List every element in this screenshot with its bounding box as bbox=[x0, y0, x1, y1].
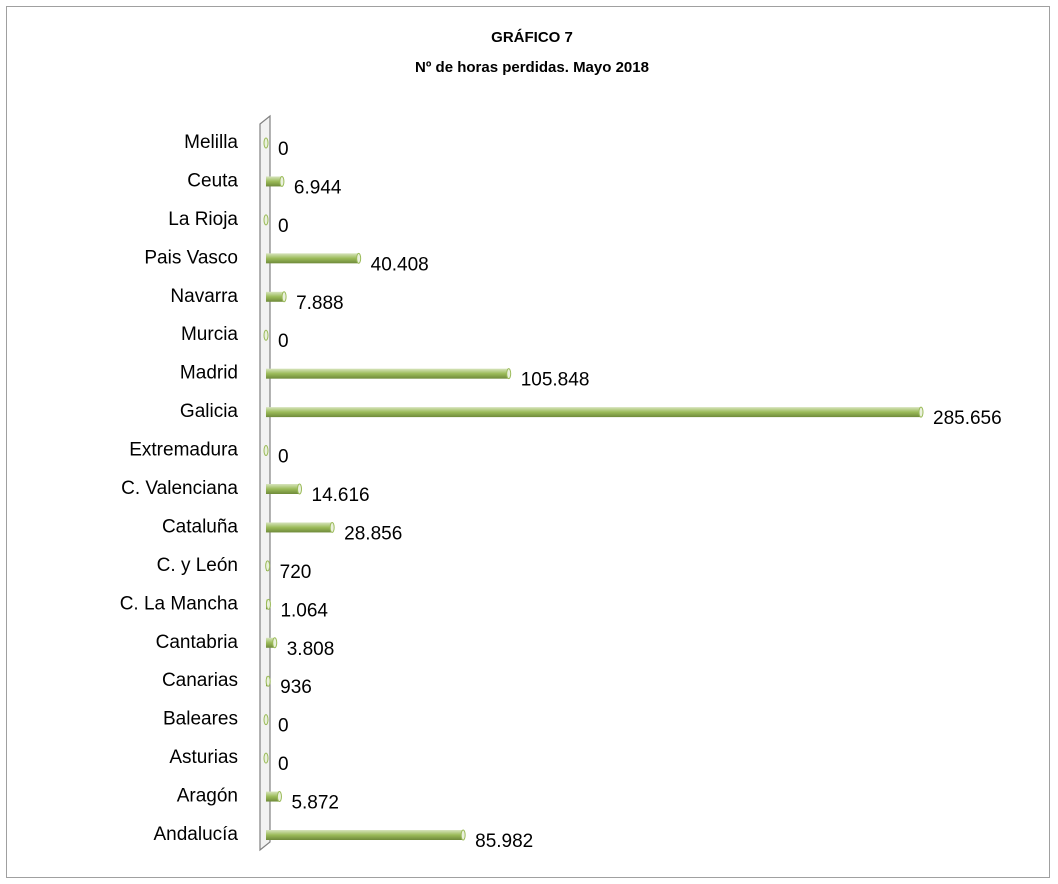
y-tick-label: Cantabria bbox=[156, 632, 239, 653]
bar bbox=[266, 368, 509, 379]
value-label: 0 bbox=[278, 716, 289, 737]
value-label: 40.408 bbox=[371, 254, 429, 275]
value-label: 1.064 bbox=[280, 600, 328, 621]
value-label: 0 bbox=[278, 331, 289, 352]
bar-cap bbox=[918, 406, 924, 418]
chart-subtitle: Nº de horas perdidas. Mayo 2018 bbox=[415, 59, 649, 76]
value-label: 936 bbox=[280, 677, 312, 698]
bar-cap bbox=[356, 252, 362, 264]
bar-cap bbox=[263, 752, 269, 764]
y-tick-label: Asturias bbox=[169, 747, 238, 768]
bar bbox=[266, 637, 275, 648]
y-tick-label: Ceuta bbox=[187, 170, 238, 191]
y-tick-label: Galicia bbox=[180, 401, 239, 422]
y-tick-label: Aragón bbox=[177, 786, 238, 807]
y-tick-label: Extremadura bbox=[129, 440, 238, 461]
bar bbox=[266, 484, 300, 494]
bar-cap bbox=[263, 214, 269, 226]
bar-cap bbox=[265, 675, 271, 687]
y-tick-label: Navarra bbox=[170, 286, 238, 307]
y-tick-label: Canarias bbox=[162, 670, 238, 691]
chart-frame bbox=[6, 6, 1050, 878]
bar-cap bbox=[460, 829, 466, 841]
bar bbox=[266, 791, 280, 802]
bar-cap bbox=[279, 175, 285, 187]
bar-cap bbox=[265, 560, 271, 572]
y-tick-label: C. Valenciana bbox=[121, 478, 238, 499]
bar bbox=[266, 253, 359, 264]
y-tick-label: Madrid bbox=[180, 363, 238, 384]
value-label: 7.888 bbox=[296, 293, 344, 314]
value-label: 3.808 bbox=[287, 639, 335, 660]
bar-cap bbox=[276, 791, 282, 803]
bar-cap bbox=[263, 445, 269, 457]
bar-cap bbox=[272, 637, 278, 649]
bar bbox=[266, 176, 282, 187]
y-tick-label: Pais Vasco bbox=[144, 247, 238, 268]
value-label: 105.848 bbox=[521, 370, 590, 391]
y-tick-label: C. y León bbox=[157, 555, 238, 576]
bar-cap bbox=[265, 598, 271, 610]
value-label: 28.856 bbox=[344, 523, 402, 544]
value-label: 85.982 bbox=[475, 831, 533, 852]
y-tick-label: Melilla bbox=[184, 132, 238, 153]
y-tick-label: Cataluña bbox=[162, 516, 238, 537]
bar-cap bbox=[263, 329, 269, 341]
value-label: 6.944 bbox=[294, 177, 342, 198]
value-label: 14.616 bbox=[312, 485, 370, 506]
axis-wall bbox=[259, 114, 271, 852]
bar-cap bbox=[329, 521, 335, 533]
y-tick-label: C. La Mancha bbox=[120, 593, 239, 614]
value-label: 0 bbox=[278, 754, 289, 775]
value-label: 0 bbox=[278, 447, 289, 468]
value-label: 720 bbox=[280, 562, 312, 583]
value-label: 285.656 bbox=[933, 408, 1002, 429]
value-label: 0 bbox=[278, 216, 289, 237]
bar-cap bbox=[281, 291, 287, 303]
y-tick-label: Murcia bbox=[181, 324, 238, 345]
value-label: 0 bbox=[278, 139, 289, 160]
bar bbox=[266, 407, 921, 418]
bar-cap bbox=[263, 714, 269, 726]
bar bbox=[266, 522, 333, 533]
y-tick-label: Andalucía bbox=[153, 824, 238, 845]
bar-cap bbox=[506, 368, 512, 380]
bar-cap bbox=[263, 137, 269, 149]
y-tick-label: La Rioja bbox=[168, 209, 238, 230]
value-label: 5.872 bbox=[291, 793, 339, 814]
chart-title: GRÁFICO 7 bbox=[491, 29, 573, 46]
bar bbox=[266, 291, 285, 302]
bar-cap bbox=[297, 483, 303, 495]
bar bbox=[266, 830, 464, 840]
y-tick-label: Baleares bbox=[163, 709, 238, 730]
